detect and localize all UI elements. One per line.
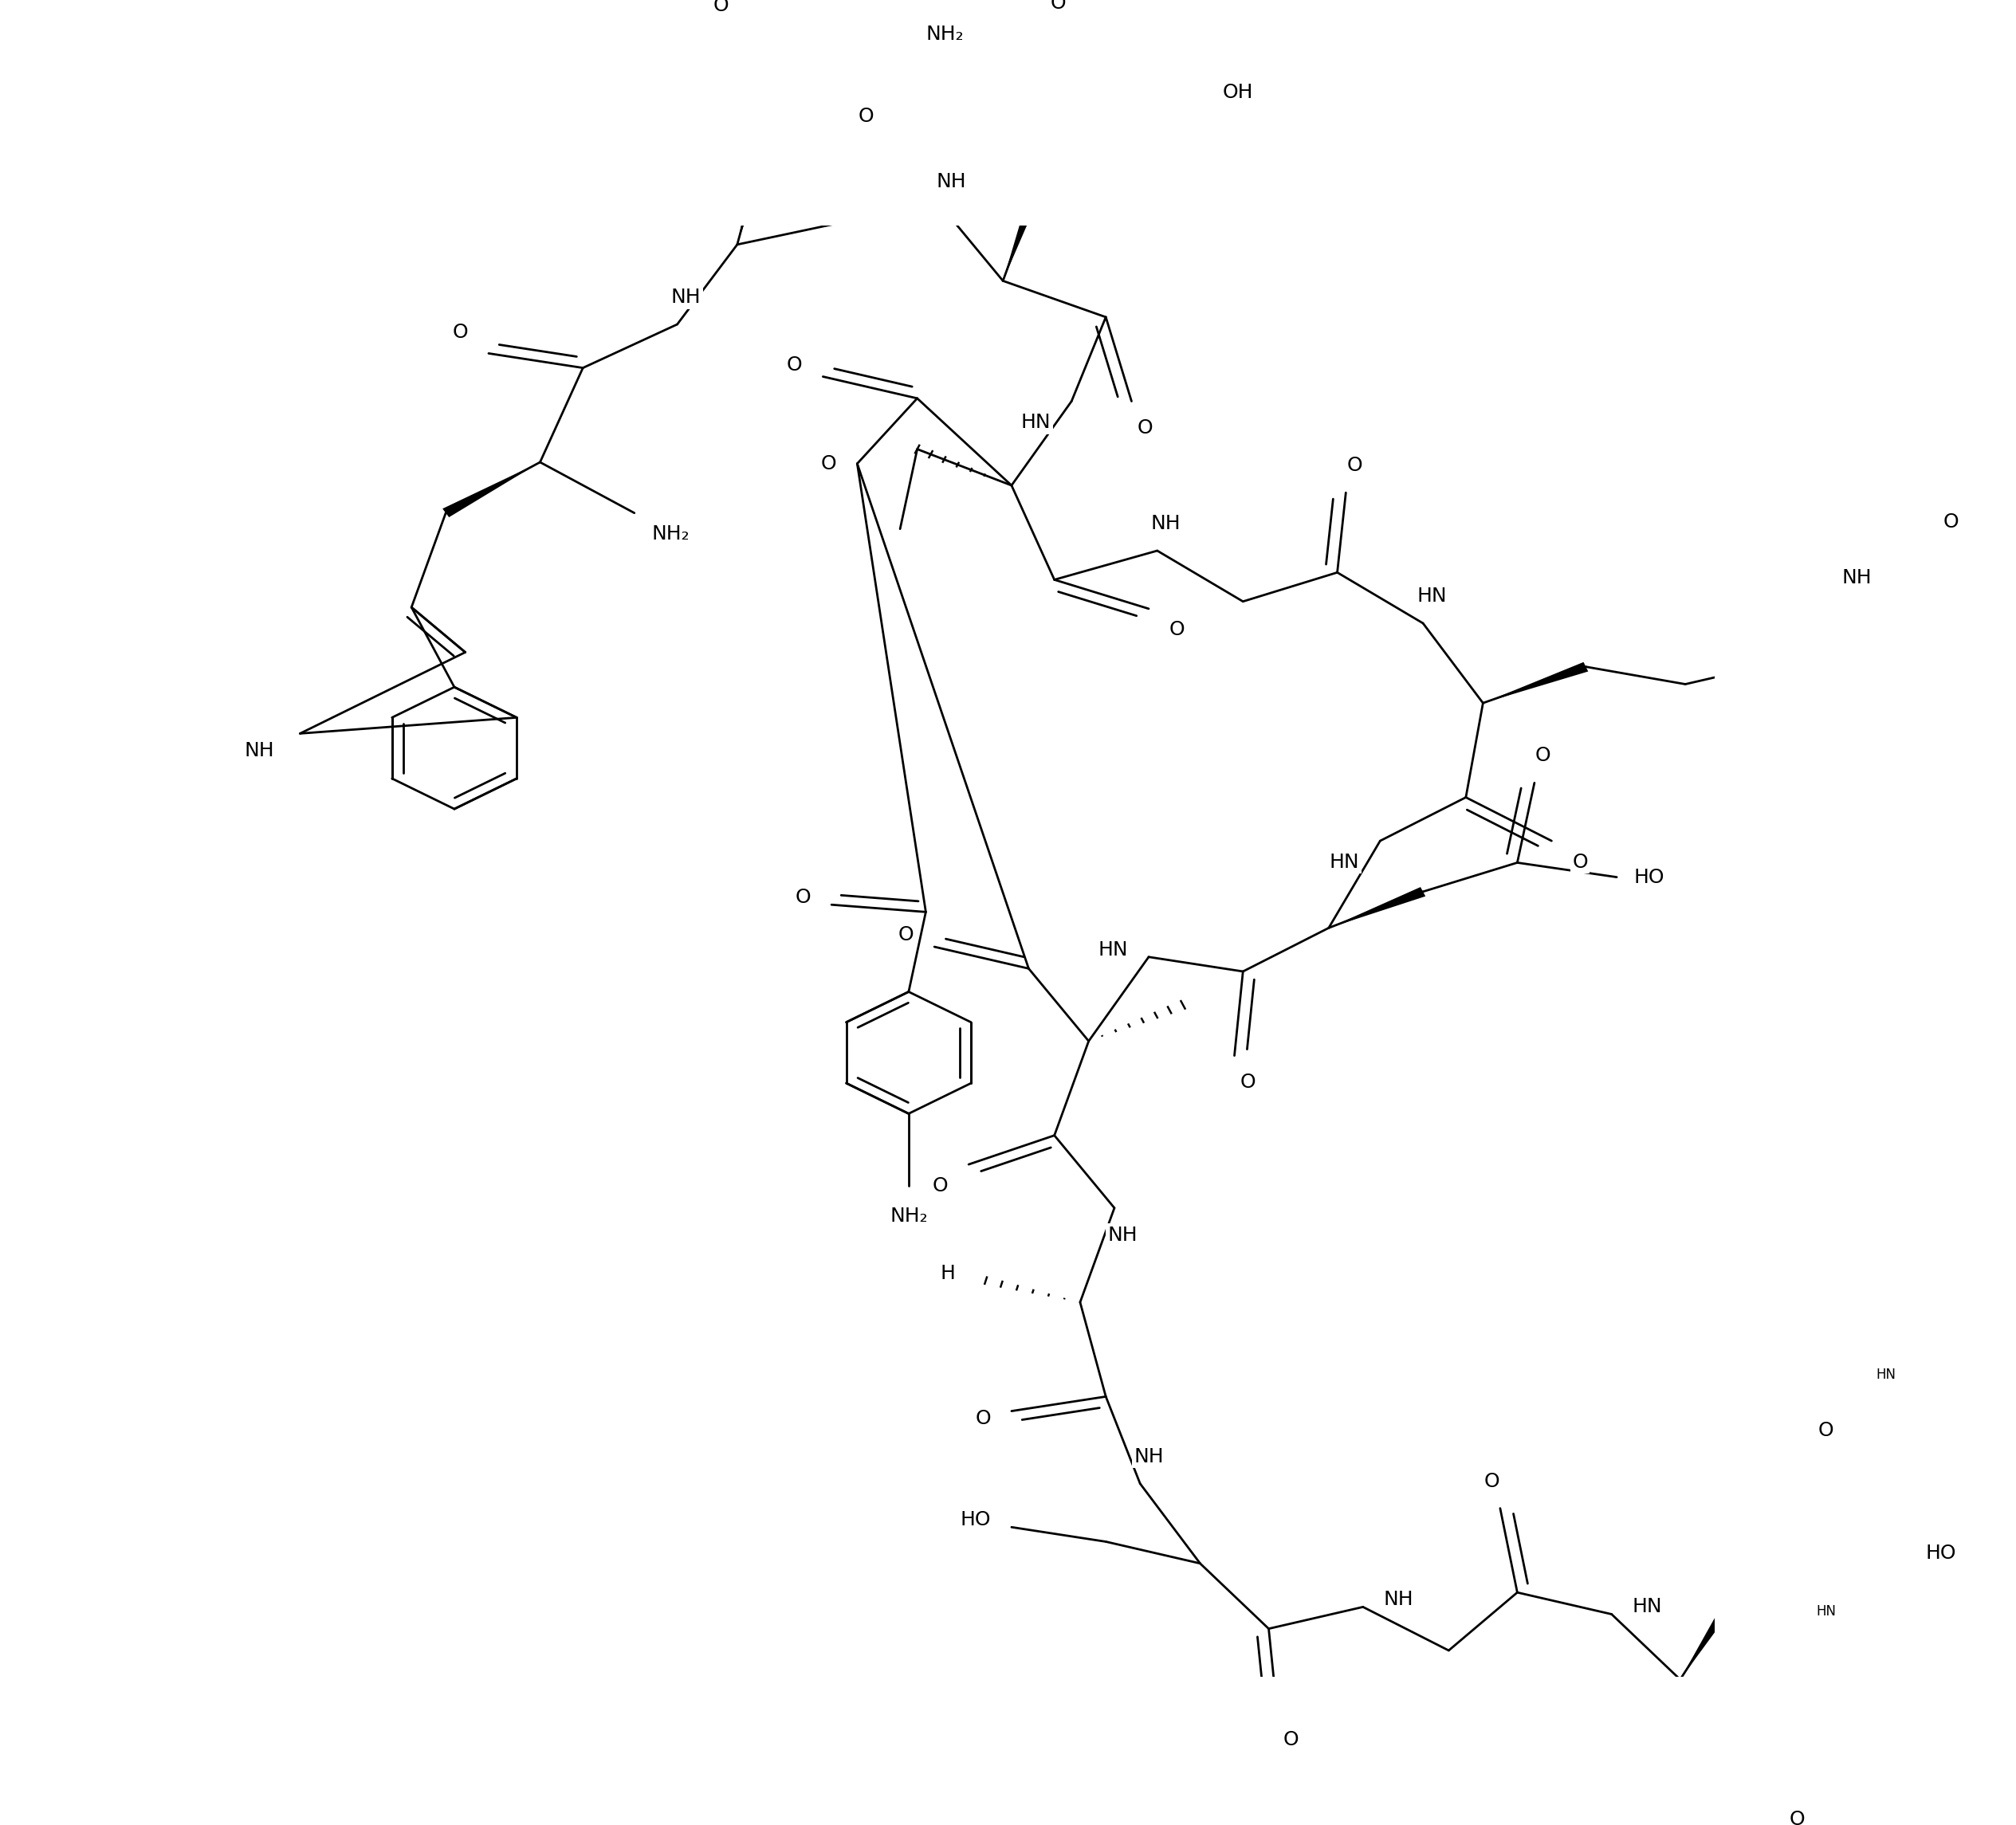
Polygon shape	[1679, 1597, 1738, 1679]
Text: O: O	[786, 356, 802, 374]
Text: NH₂: NH₂	[889, 1206, 927, 1226]
Text: O: O	[794, 889, 810, 907]
Text: NH₂: NH₂	[651, 524, 689, 544]
Polygon shape	[444, 462, 540, 516]
Text: NH: NH	[1383, 1590, 1413, 1610]
Text: HO: HO	[1925, 1544, 1956, 1562]
Text: O: O	[1484, 1471, 1500, 1491]
Text: NH₂: NH₂	[925, 24, 964, 44]
Text: HN: HN	[1417, 586, 1447, 606]
Text: NH: NH	[937, 172, 966, 192]
Text: HN: HN	[1020, 412, 1050, 433]
Polygon shape	[738, 150, 768, 245]
Text: O: O	[933, 1175, 948, 1195]
Text: HN: HN	[1633, 1597, 1661, 1617]
Text: HN: HN	[1877, 1367, 1895, 1382]
Text: O: O	[452, 323, 468, 341]
Text: O: O	[1282, 1730, 1298, 1750]
Text: NH: NH	[1843, 568, 1871, 588]
Text: O: O	[1347, 456, 1363, 474]
Text: O: O	[899, 925, 913, 945]
Text: O: O	[1788, 1810, 1804, 1825]
Text: O: O	[821, 454, 837, 473]
Polygon shape	[1329, 887, 1425, 927]
Polygon shape	[1002, 184, 1042, 281]
Text: HO: HO	[1633, 867, 1665, 887]
Text: OH: OH	[1222, 82, 1254, 102]
Text: O: O	[1572, 852, 1589, 872]
Text: O: O	[714, 0, 728, 15]
Text: O: O	[859, 106, 873, 126]
Text: O: O	[1534, 746, 1550, 765]
Text: O: O	[1818, 1422, 1835, 1440]
Text: HN: HN	[1816, 1604, 1837, 1619]
Text: NH: NH	[1151, 515, 1181, 533]
Text: O: O	[1050, 0, 1066, 13]
Text: O: O	[976, 1409, 992, 1427]
Polygon shape	[1484, 662, 1589, 703]
Text: NH: NH	[1109, 1225, 1137, 1245]
Text: NH: NH	[244, 741, 274, 761]
Text: NH: NH	[1133, 1447, 1163, 1465]
Text: H: H	[939, 1263, 956, 1283]
Text: O: O	[1169, 620, 1185, 639]
Text: HN: HN	[1331, 852, 1359, 872]
Text: O: O	[1137, 418, 1153, 438]
Text: HN: HN	[1099, 940, 1129, 960]
Text: NH: NH	[671, 288, 702, 307]
Text: O: O	[1943, 513, 1960, 531]
Text: O: O	[1240, 1073, 1256, 1091]
Text: HO: HO	[960, 1511, 992, 1529]
